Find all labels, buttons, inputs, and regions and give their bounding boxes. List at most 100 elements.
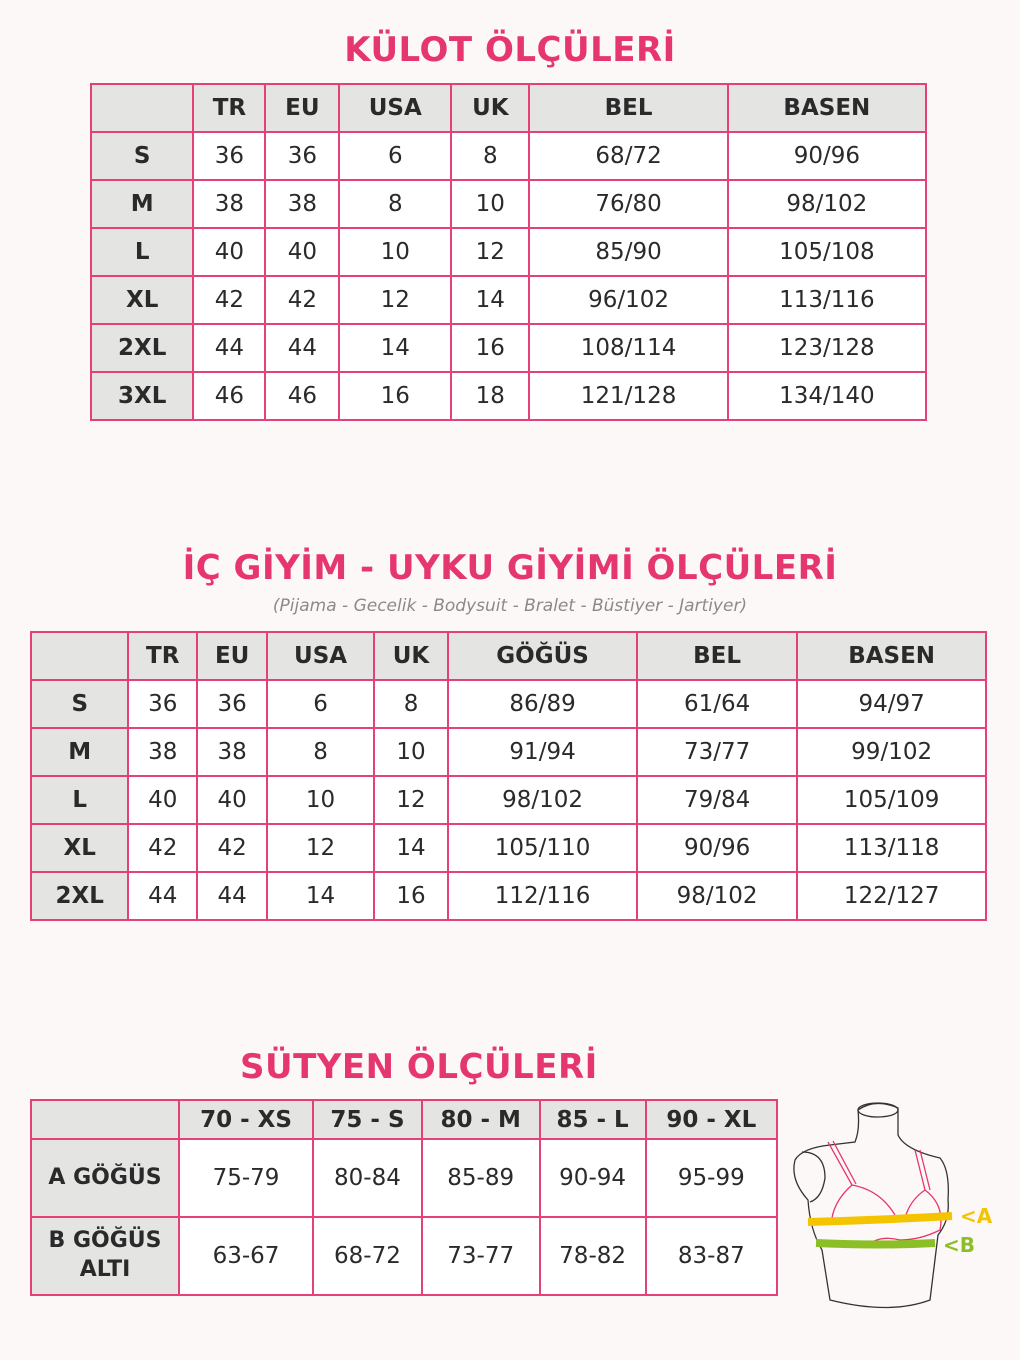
row-header: 2XL: [29, 871, 130, 921]
table-cell: 10: [338, 227, 453, 277]
table-cell: 86/89: [447, 679, 638, 729]
table-cell: 68/72: [528, 131, 729, 181]
table-cell: 40: [195, 775, 269, 825]
table-cell: 36: [192, 131, 267, 181]
bra-measurement-illustration: <A <B: [780, 1090, 1020, 1320]
table-cell: 90/96: [635, 823, 799, 873]
table-cell: 10: [266, 775, 375, 825]
table-cell: 75-79: [177, 1138, 315, 1218]
table-cell: 16: [450, 323, 531, 373]
table-cell: 68-72: [312, 1216, 423, 1296]
ic-giyim-title: İÇ GİYİM - UYKU GİYİMİ ÖLÇÜLERİ: [182, 548, 838, 588]
table-cell: 38: [127, 727, 198, 777]
column-header: EU: [264, 83, 341, 133]
table-row: L 40 40 10 12 98/102 79/84 105/109: [29, 775, 987, 825]
header-row: TR EU USA UK GÖĞÜS BEL BASEN: [29, 631, 987, 681]
table-cell: 63-67: [177, 1216, 315, 1296]
column-header: BASEN: [796, 631, 987, 681]
table-row: 2XL 44 44 14 16 112/116 98/102 122/127: [29, 871, 987, 921]
sutyen-title: SÜTYEN ÖLÇÜLERİ: [240, 1047, 598, 1087]
table-cell: 98/102: [635, 871, 799, 921]
table-cell: 6: [338, 131, 453, 181]
table-cell: 42: [192, 275, 267, 325]
column-header: 75 - S: [312, 1099, 423, 1140]
table-cell: 79/84: [635, 775, 799, 825]
column-header: 80 - M: [420, 1099, 541, 1140]
table-cell: 96/102: [528, 275, 729, 325]
table-cell: 38: [192, 179, 267, 229]
table-cell: 91/94: [447, 727, 638, 777]
table-row: L 40 40 10 12 85/90 105/108: [89, 227, 928, 277]
header-row: 70 - XS 75 - S 80 - M 85 - L 90 - XL: [30, 1099, 779, 1140]
table-row: S 36 36 6 8 86/89 61/64 94/97: [29, 679, 987, 729]
column-header: EU: [195, 631, 269, 681]
table-cell: 44: [192, 323, 267, 373]
table-cell: 16: [338, 371, 453, 421]
table-cell: 90/96: [726, 131, 928, 181]
mannequin-icon: <A <B: [793, 1102, 993, 1309]
table-cell: 61/64: [635, 679, 799, 729]
table-cell: 40: [127, 775, 198, 825]
kulot-size-table: TR EU USA UK BEL BASEN S 36 36 6 8 68/72 90/96 M 38 38 8…: [89, 83, 928, 421]
table-cell: 83-87: [644, 1216, 779, 1296]
table-row: M 38 38 8 10 91/94 73/77 99/102: [29, 727, 987, 777]
table-cell: 98/102: [447, 775, 638, 825]
table-row: XL 42 42 12 14 105/110 90/96 113/118: [29, 823, 987, 873]
label-a: <A: [960, 1204, 993, 1228]
row-header: L: [29, 775, 130, 825]
table-cell: 44: [127, 871, 198, 921]
table-cell: 85/90: [528, 227, 729, 277]
table-cell: 36: [127, 679, 198, 729]
table-cell: 113/116: [726, 275, 928, 325]
table-cell: 40: [264, 227, 341, 277]
column-header: [29, 631, 130, 681]
row-header: 3XL: [89, 371, 195, 421]
row-header: 2XL: [89, 323, 195, 373]
table-cell: 113/118: [796, 823, 987, 873]
kulot-title: KÜLOT ÖLÇÜLERİ: [344, 30, 676, 70]
table-cell: 44: [195, 871, 269, 921]
row-header: B GÖĞÜS ALTI: [30, 1216, 180, 1296]
ic-giyim-subtitle: (Pijama - Gecelik - Bodysuit - Bralet - …: [272, 596, 748, 616]
row-header: XL: [29, 823, 130, 873]
table-cell: 8: [338, 179, 453, 229]
row-header: XL: [89, 275, 195, 325]
column-header: BEL: [528, 83, 729, 133]
row-header: M: [89, 179, 195, 229]
row-header: M: [29, 727, 130, 777]
row-header: S: [89, 131, 195, 181]
table-cell: 99/102: [796, 727, 987, 777]
table-cell: 8: [450, 131, 531, 181]
table-cell: 38: [195, 727, 269, 777]
table-cell: 73-77: [420, 1216, 541, 1296]
column-header: TR: [127, 631, 198, 681]
column-header: BEL: [635, 631, 799, 681]
table-cell: 105/109: [796, 775, 987, 825]
table-cell: 95-99: [644, 1138, 779, 1218]
column-header: BASEN: [726, 83, 928, 133]
table-cell: 122/127: [796, 871, 987, 921]
table-cell: 14: [450, 275, 531, 325]
table-cell: 98/102: [726, 179, 928, 229]
table-cell: 14: [372, 823, 450, 873]
table-row: M 38 38 8 10 76/80 98/102: [89, 179, 928, 229]
row-header: A GÖĞÜS: [30, 1138, 180, 1218]
table-cell: 108/114: [528, 323, 729, 373]
column-header: TR: [192, 83, 267, 133]
table-cell: 73/77: [635, 727, 799, 777]
column-header: 90 - XL: [644, 1099, 779, 1140]
column-header: UK: [372, 631, 450, 681]
table-cell: 8: [266, 727, 375, 777]
table-cell: 12: [450, 227, 531, 277]
column-header: [89, 83, 195, 133]
table-cell: 38: [264, 179, 341, 229]
column-header: [30, 1099, 180, 1140]
sutyen-size-table: 70 - XS 75 - S 80 - M 85 - L 90 - XL A GÖĞÜS 7…: [30, 1099, 779, 1296]
band-b: [815, 1239, 936, 1249]
table-row: B GÖĞÜS ALTI 63-67 68-72 73-77 78-82 83-87: [30, 1216, 779, 1296]
column-header: UK: [450, 83, 531, 133]
table-cell: 123/128: [726, 323, 928, 373]
table-cell: 78-82: [538, 1216, 647, 1296]
table-cell: 105/110: [447, 823, 638, 873]
row-header: S: [29, 679, 130, 729]
